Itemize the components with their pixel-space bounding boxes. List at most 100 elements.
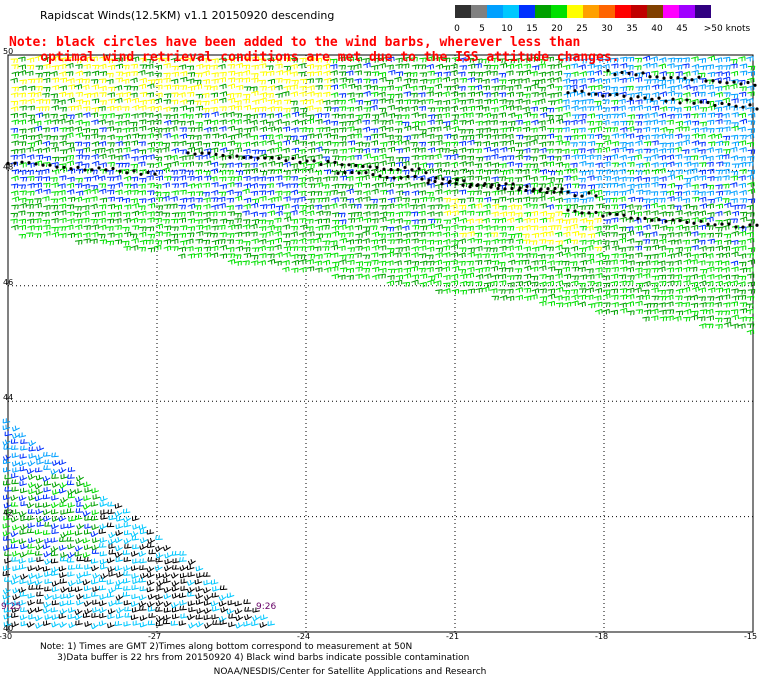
contamination-circle bbox=[249, 155, 253, 159]
wind-barb bbox=[339, 197, 348, 202]
wind-barb bbox=[673, 280, 682, 286]
wind-barb bbox=[329, 64, 338, 70]
wind-barb bbox=[266, 190, 275, 196]
wind-barb bbox=[401, 160, 410, 167]
wind-barb bbox=[610, 288, 619, 294]
wind-barb bbox=[178, 211, 186, 217]
wind-barb bbox=[530, 119, 539, 126]
contamination-circle bbox=[664, 219, 668, 223]
wind-barb bbox=[19, 578, 27, 585]
wind-barb bbox=[59, 217, 67, 224]
wind-barb bbox=[130, 163, 139, 169]
wind-barb bbox=[650, 315, 659, 321]
wind-barb bbox=[58, 613, 67, 619]
wind-barb bbox=[275, 182, 284, 188]
wind-barb bbox=[362, 230, 370, 236]
wind-barb bbox=[76, 475, 84, 482]
wind-barb bbox=[378, 233, 386, 239]
wind-barb bbox=[76, 556, 84, 562]
wind-barb bbox=[299, 135, 308, 141]
wind-barb bbox=[546, 77, 555, 83]
wind-barb bbox=[67, 488, 76, 495]
wind-barb bbox=[178, 246, 186, 252]
wind-barb bbox=[427, 126, 435, 133]
wind-barb bbox=[156, 585, 164, 591]
wind-barb bbox=[722, 245, 730, 252]
wind-barb bbox=[730, 70, 739, 77]
wind-barb bbox=[266, 65, 274, 71]
wind-barb bbox=[619, 280, 627, 286]
wind-barb bbox=[619, 146, 627, 153]
wind-barb bbox=[578, 282, 586, 288]
wind-barb bbox=[418, 99, 426, 105]
wind-barb bbox=[139, 586, 147, 592]
wind-barb bbox=[450, 119, 458, 125]
wind-barb bbox=[68, 622, 77, 629]
wind-barb bbox=[250, 168, 258, 174]
wind-barb bbox=[250, 254, 259, 260]
contamination-circle bbox=[713, 223, 717, 227]
wind-barb bbox=[619, 120, 628, 126]
wind-barb bbox=[11, 71, 19, 77]
wind-barb bbox=[11, 432, 20, 439]
wind-barb bbox=[466, 266, 475, 273]
wind-barb bbox=[59, 482, 68, 489]
wind-barb bbox=[386, 182, 395, 188]
wind-barb bbox=[498, 267, 507, 273]
wind-barb bbox=[739, 70, 748, 76]
wind-barb bbox=[186, 120, 195, 126]
wind-barb bbox=[723, 317, 731, 323]
wind-barb bbox=[362, 126, 371, 133]
wind-barb bbox=[171, 190, 179, 196]
wind-barb bbox=[602, 225, 611, 231]
wind-barb bbox=[731, 288, 739, 294]
wind-barb bbox=[595, 195, 603, 202]
wind-barb bbox=[635, 86, 643, 91]
wind-barb bbox=[435, 147, 444, 153]
contamination-circle bbox=[587, 211, 591, 215]
wind-barb bbox=[234, 56, 243, 62]
wind-barb bbox=[595, 162, 603, 168]
wind-barb bbox=[154, 97, 163, 104]
wind-barb bbox=[690, 302, 699, 308]
wind-barb bbox=[42, 494, 51, 500]
wind-barb bbox=[122, 71, 131, 77]
wind-barb bbox=[563, 301, 572, 308]
wind-barb bbox=[82, 537, 91, 544]
wind-barb bbox=[674, 162, 682, 168]
wind-barb bbox=[90, 515, 99, 521]
wind-barb bbox=[363, 62, 371, 69]
wind-barb bbox=[195, 162, 203, 167]
wind-barb bbox=[683, 155, 691, 161]
wind-barb bbox=[154, 161, 163, 168]
wind-barb bbox=[82, 552, 91, 558]
wind-barb bbox=[387, 197, 396, 203]
wind-barb bbox=[227, 224, 236, 230]
wind-barb bbox=[306, 176, 314, 182]
wind-barb bbox=[481, 106, 490, 112]
wind-barb bbox=[26, 203, 34, 209]
wind-barb bbox=[186, 154, 194, 160]
wind-barb bbox=[172, 613, 180, 620]
wind-barb bbox=[138, 141, 146, 147]
wind-barb bbox=[18, 233, 27, 239]
wind-barb bbox=[219, 232, 227, 238]
wind-barb bbox=[626, 99, 634, 105]
wind-barb bbox=[283, 135, 292, 141]
wind-barb bbox=[650, 181, 659, 188]
colorbar-swatch bbox=[551, 5, 567, 18]
wind-barb bbox=[339, 83, 347, 89]
wind-barb bbox=[195, 219, 203, 225]
wind-barb bbox=[483, 155, 491, 161]
wind-barb bbox=[51, 481, 60, 488]
wind-barb bbox=[571, 71, 579, 77]
wind-barb bbox=[35, 65, 44, 71]
wind-barb bbox=[298, 209, 307, 216]
wind-barb bbox=[523, 155, 531, 161]
wind-barb bbox=[18, 153, 26, 160]
wind-barb bbox=[562, 266, 570, 272]
wind-barb bbox=[739, 147, 747, 153]
wind-barb bbox=[363, 71, 372, 77]
wind-barb bbox=[242, 132, 251, 139]
wind-barb bbox=[699, 268, 708, 274]
